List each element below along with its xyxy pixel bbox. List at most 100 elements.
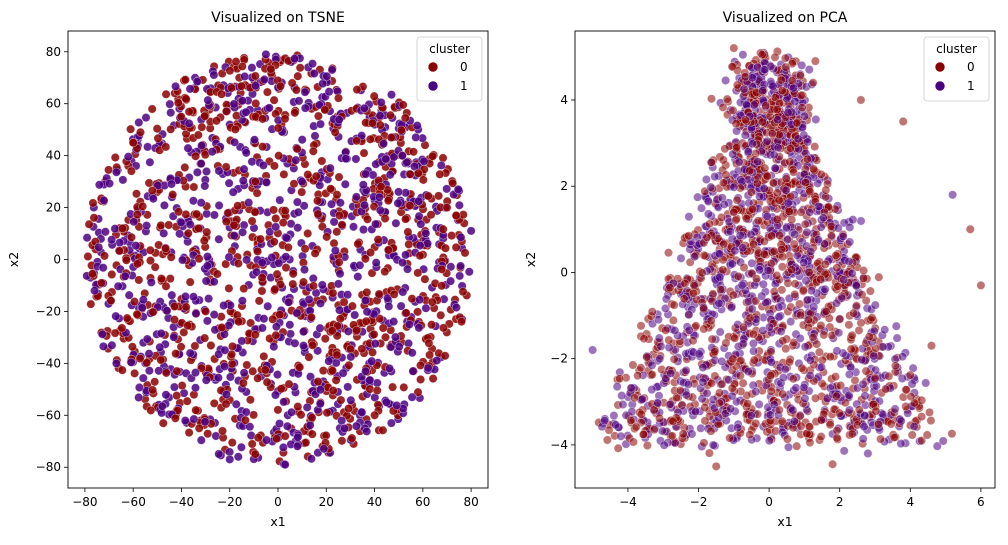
point-cluster-1: [371, 219, 381, 229]
point-cluster-0: [669, 354, 679, 364]
point-cluster-1: [791, 383, 801, 393]
point-cluster-1: [799, 382, 809, 392]
point-cluster-1: [626, 383, 636, 393]
point-cluster-1: [343, 290, 353, 300]
point-cluster-0: [336, 395, 346, 405]
point-cluster-0: [192, 209, 202, 219]
point-cluster-1: [294, 96, 304, 106]
point-cluster-1: [766, 357, 776, 367]
point-cluster-0: [427, 320, 437, 330]
point-cluster-0: [834, 408, 844, 418]
point-cluster-1: [790, 229, 800, 239]
point-cluster-0: [821, 306, 831, 316]
point-cluster-1: [362, 307, 372, 317]
point-cluster-1: [167, 179, 177, 189]
point-cluster-0: [720, 144, 730, 154]
point-cluster-1: [315, 323, 325, 333]
point-cluster-1: [315, 119, 325, 129]
point-cluster-0: [732, 195, 742, 205]
point-cluster-1: [159, 200, 169, 210]
point-cluster-0: [236, 81, 246, 91]
point-cluster-0: [442, 203, 452, 213]
point-cluster-1: [654, 333, 664, 343]
point-cluster-1: [348, 222, 358, 232]
point-cluster-1: [419, 156, 429, 166]
point-cluster-1: [239, 368, 249, 378]
point-cluster-0: [781, 344, 791, 354]
x-tick-label: −20: [217, 495, 242, 509]
point-cluster-0: [664, 335, 674, 345]
point-cluster-0: [761, 101, 771, 111]
point-cluster-0: [365, 384, 375, 394]
point-cluster-0: [876, 434, 886, 444]
x-tick-label: 2: [836, 495, 844, 509]
point-cluster-0: [130, 297, 140, 307]
point-cluster-0: [826, 231, 836, 241]
point-cluster-1: [743, 147, 753, 157]
point-cluster-0: [276, 384, 286, 394]
point-cluster-0: [731, 143, 741, 153]
point-cluster-0: [247, 439, 257, 449]
point-cluster-1: [280, 460, 290, 470]
point-cluster-1: [684, 325, 694, 335]
point-cluster-1: [324, 87, 334, 97]
point-cluster-1: [412, 121, 422, 131]
point-cluster-0: [191, 405, 201, 415]
point-cluster-0: [836, 380, 846, 390]
point-cluster-0: [172, 391, 182, 401]
point-cluster-1: [261, 435, 271, 445]
point-cluster-1: [281, 252, 291, 262]
point-cluster-0: [830, 372, 840, 382]
point-cluster-1: [358, 180, 368, 190]
point-cluster-0: [110, 328, 120, 338]
point-cluster-0: [289, 179, 299, 189]
point-cluster-1: [274, 419, 284, 429]
point-cluster-0: [369, 329, 379, 339]
point-cluster-1: [167, 290, 177, 300]
point-cluster-1: [374, 192, 384, 202]
point-cluster-1: [802, 227, 812, 237]
point-cluster-0: [182, 396, 192, 406]
legend-title: cluster: [936, 42, 977, 56]
point-cluster-0: [784, 207, 794, 217]
point-cluster-0: [332, 190, 342, 200]
point-cluster-1: [759, 184, 769, 194]
point-cluster-1: [788, 83, 798, 93]
point-cluster-1: [687, 429, 697, 439]
point-cluster-0: [752, 178, 762, 188]
point-cluster-0: [281, 263, 291, 273]
point-cluster-0: [859, 273, 869, 283]
point-cluster-0: [250, 449, 260, 459]
point-cluster-0: [741, 214, 751, 224]
point-cluster-1: [451, 302, 461, 312]
point-cluster-1: [334, 115, 344, 125]
point-cluster-0: [714, 398, 724, 408]
point-cluster-0: [886, 419, 896, 429]
point-cluster-0: [748, 204, 758, 214]
point-cluster-0: [759, 249, 769, 259]
point-cluster-0: [864, 332, 874, 342]
point-cluster-1: [907, 379, 917, 389]
legend-marker-0: [427, 61, 439, 73]
point-cluster-0: [250, 330, 260, 340]
point-cluster-1: [335, 269, 345, 279]
point-cluster-1: [407, 348, 417, 358]
point-cluster-0: [260, 365, 270, 375]
point-cluster-1: [144, 349, 154, 359]
point-cluster-0: [257, 273, 267, 283]
point-cluster-1: [188, 196, 198, 206]
point-cluster-0: [303, 229, 313, 239]
point-cluster-0: [357, 344, 367, 354]
point-cluster-0: [436, 310, 446, 320]
point-cluster-1: [138, 295, 148, 305]
point-cluster-1: [411, 132, 421, 142]
point-cluster-1: [788, 405, 798, 415]
point-cluster-0: [438, 153, 448, 163]
point-cluster-1: [293, 207, 303, 217]
point-cluster-1: [207, 147, 217, 157]
point-cluster-0: [344, 404, 354, 414]
point-cluster-1: [299, 265, 309, 275]
point-cluster-1: [257, 258, 267, 268]
point-cluster-0: [146, 405, 156, 415]
point-cluster-1: [392, 400, 402, 410]
